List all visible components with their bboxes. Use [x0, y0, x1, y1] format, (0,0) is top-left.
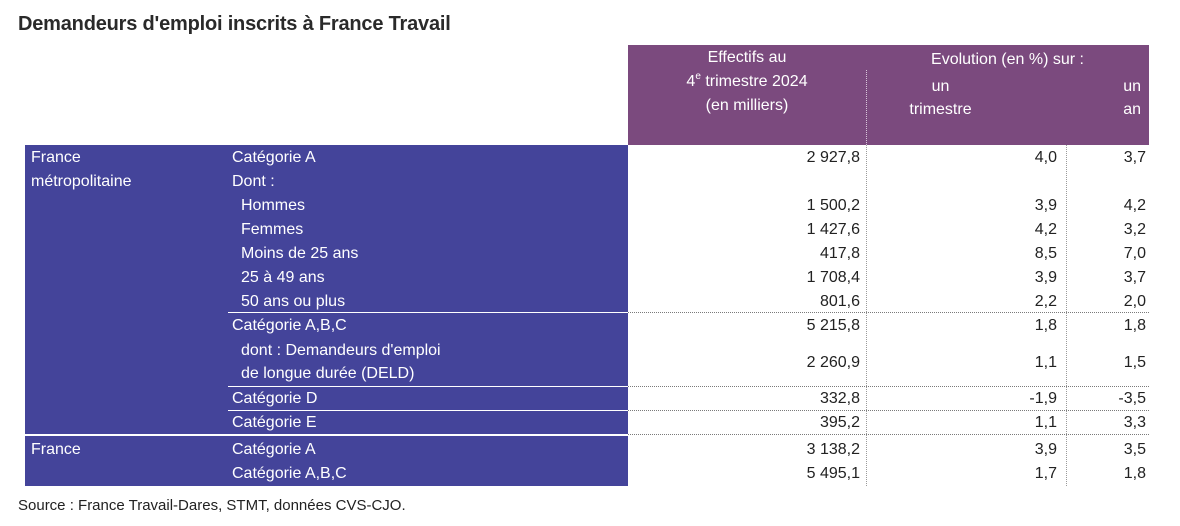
row-label: Femmes	[241, 221, 304, 238]
panel-separator	[228, 386, 628, 387]
row-label: Catégorie A	[232, 441, 316, 458]
column-divider	[866, 145, 867, 486]
cell-effectifs: 1 427,6	[806, 221, 860, 238]
cell-effectifs: 417,8	[819, 245, 860, 262]
cell-trimestre: 4,0	[1034, 149, 1057, 166]
cell-trimestre: 2,2	[1034, 293, 1057, 310]
cell-trimestre: 1,1	[1034, 414, 1057, 431]
row-label: Catégorie E	[232, 414, 317, 431]
row-label: Catégorie D	[232, 390, 318, 407]
cell-effectifs: 2 927,8	[806, 149, 860, 166]
row-label: Moins de 25 ans	[241, 245, 359, 262]
cell-trimestre: 3,9	[1034, 197, 1057, 214]
row-separator	[628, 386, 1149, 387]
header-trimestre-line1: un	[931, 78, 950, 95]
cell-trimestre: 3,9	[1034, 269, 1057, 286]
header-quarter-number: 4	[686, 73, 696, 90]
cell-trimestre: 4,2	[1034, 221, 1057, 238]
cell-an: 1,8	[1123, 465, 1146, 482]
header-evolution: Evolution (en %) sur :	[931, 51, 1084, 68]
row-label: dont : Demandeurs d'emploi	[241, 342, 441, 359]
header-effectifs-line1: Effectifs au	[707, 49, 787, 66]
cell-effectifs: 5 215,8	[806, 317, 860, 334]
header-quarter-text: trimestre 2024	[700, 73, 808, 90]
cell-an: 3,7	[1123, 269, 1146, 286]
cell-effectifs: 332,8	[819, 390, 860, 407]
row-label-panel	[25, 145, 628, 486]
cell-an: 7,0	[1123, 245, 1146, 262]
cell-effectifs: 801,6	[819, 293, 860, 310]
cell-trimestre: 3,9	[1034, 441, 1057, 458]
row-label: Catégorie A	[232, 149, 316, 166]
region-label: métropolitaine	[31, 173, 132, 190]
row-label-continued: de longue durée (DELD)	[241, 365, 415, 382]
row-label: 25 à 49 ans	[241, 269, 325, 286]
table-title: Demandeurs d'emploi inscrits à France Tr…	[18, 13, 451, 35]
cell-effectifs: 3 138,2	[806, 441, 860, 458]
header-effectifs-line2: 4e trimestre 2024	[628, 71, 866, 91]
cell-trimestre: 1,7	[1034, 465, 1057, 482]
cell-an: 3,7	[1123, 149, 1146, 166]
cell-an: 3,2	[1123, 221, 1146, 238]
header-effectifs-line3: (en milliers)	[705, 97, 789, 114]
cell-effectifs: 1 708,4	[806, 269, 860, 286]
row-label: 50 ans ou plus	[241, 293, 346, 310]
cell-an: 2,0	[1123, 293, 1146, 310]
cell-effectifs: 2 260,9	[806, 354, 860, 371]
cell-an: 3,3	[1123, 414, 1146, 431]
panel-separator	[228, 312, 628, 313]
cell-trimestre: 8,5	[1034, 245, 1057, 262]
row-label: Catégorie A,B,C	[232, 465, 347, 482]
cell-an: -3,5	[1118, 390, 1146, 407]
cell-an: 3,5	[1123, 441, 1146, 458]
cell-an: 1,8	[1123, 317, 1146, 334]
row-separator	[628, 312, 1149, 313]
row-label: Dont :	[232, 173, 275, 190]
cell-trimestre: 1,1	[1034, 354, 1057, 371]
cell-trimestre: -1,9	[1029, 390, 1057, 407]
table-header: Effectifs au 4e trimestre 2024 (en milli…	[628, 45, 1149, 145]
cell-an: 1,5	[1123, 354, 1146, 371]
cell-effectifs: 5 495,1	[806, 465, 860, 482]
header-an-line1: un	[1123, 78, 1141, 95]
header-trimestre-line2: trimestre	[909, 101, 972, 118]
source-note: Source : France Travail-Dares, STMT, don…	[18, 497, 406, 514]
row-separator	[628, 434, 1149, 435]
row-label: Hommes	[241, 197, 306, 214]
region-label: France	[31, 149, 81, 166]
panel-separator	[228, 410, 628, 411]
panel-separator	[25, 434, 628, 436]
cell-effectifs: 1 500,2	[806, 197, 860, 214]
header-column-divider	[866, 70, 867, 145]
region-label: France	[31, 441, 81, 458]
row-label: Catégorie A,B,C	[232, 317, 347, 334]
cell-effectifs: 395,2	[819, 414, 860, 431]
header-quarter-ordinal: e	[695, 71, 701, 82]
header-an-line2: an	[1123, 101, 1141, 118]
cell-an: 4,2	[1123, 197, 1146, 214]
column-divider	[1066, 145, 1067, 486]
row-separator	[628, 410, 1149, 411]
cell-trimestre: 1,8	[1034, 317, 1057, 334]
